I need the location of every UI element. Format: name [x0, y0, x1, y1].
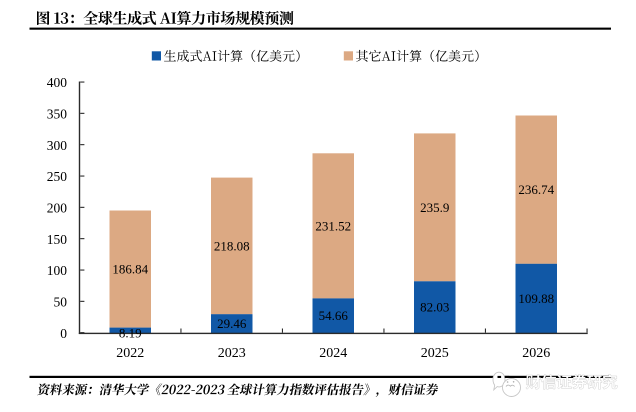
svg-text:186.84: 186.84 — [112, 262, 148, 277]
svg-text:82.03: 82.03 — [420, 300, 449, 315]
svg-text:109.88: 109.88 — [518, 291, 554, 306]
svg-text:54.66: 54.66 — [319, 308, 349, 323]
svg-text:400: 400 — [47, 75, 68, 90]
svg-text:29.46: 29.46 — [217, 316, 247, 331]
svg-text:0: 0 — [60, 326, 67, 341]
svg-text:50: 50 — [54, 295, 68, 310]
svg-text:2025: 2025 — [421, 346, 449, 361]
svg-text:2023: 2023 — [218, 346, 246, 361]
svg-text:8.19: 8.19 — [119, 326, 142, 341]
svg-text:350: 350 — [47, 107, 68, 122]
svg-text:100: 100 — [47, 263, 68, 278]
svg-text:2022: 2022 — [116, 346, 144, 361]
svg-text:2026: 2026 — [522, 346, 550, 361]
svg-text:150: 150 — [47, 232, 68, 247]
svg-text:236.74: 236.74 — [518, 182, 554, 197]
svg-text:235.9: 235.9 — [420, 200, 449, 215]
svg-text:200: 200 — [47, 201, 68, 216]
svg-text:300: 300 — [47, 138, 68, 153]
svg-text:218.08: 218.08 — [214, 239, 250, 254]
svg-text:250: 250 — [47, 169, 68, 184]
svg-text:231.52: 231.52 — [315, 219, 351, 234]
svg-text:2024: 2024 — [319, 346, 347, 361]
